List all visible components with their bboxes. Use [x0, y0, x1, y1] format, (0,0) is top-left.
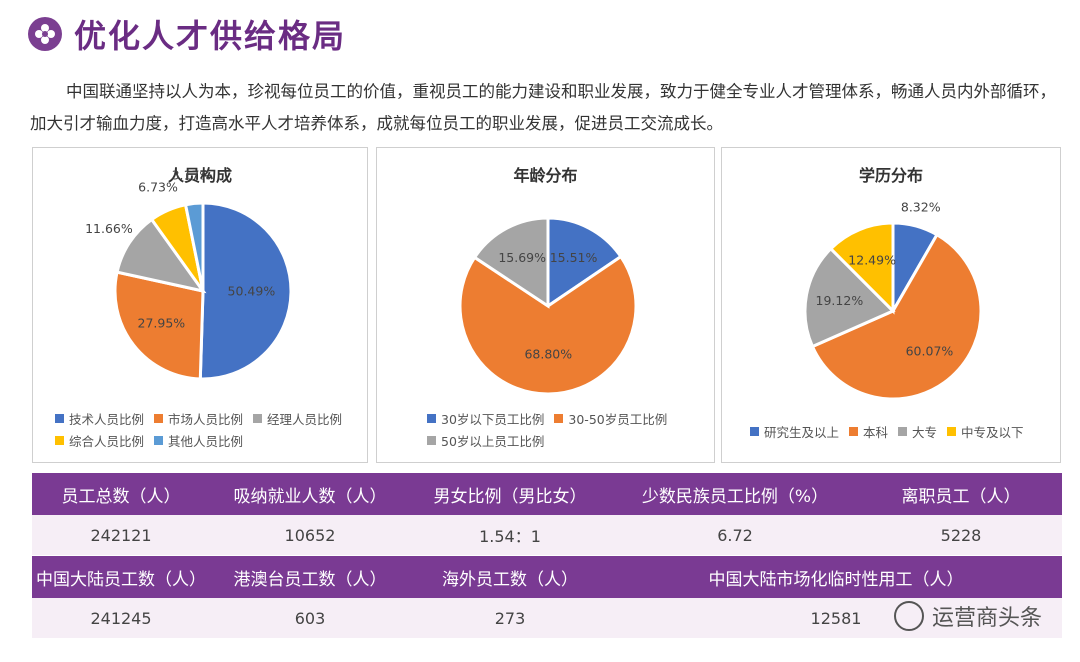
legend-swatch [427, 413, 436, 423]
data-label: 11.66% [85, 221, 133, 236]
table-header-cell: 海外员工数（人） [442, 569, 578, 590]
data-label: 50.49% [228, 284, 276, 299]
watermark-text: 运营商头条 [931, 606, 1042, 631]
legend-swatch [554, 413, 564, 423]
table-header-cell: 港澳台员工数（人） [233, 569, 387, 590]
legend-swatch [154, 435, 164, 445]
legend-label: 本科 [863, 424, 889, 440]
data-label: 27.95% [138, 315, 186, 330]
pie-slice [183, 201, 205, 292]
legend-label: 技术人员比例 [69, 411, 145, 427]
chart-panel-education: 学历分布 8.32% 60.07% 19.12% 12.49% 研究生及以上 本科 大专 中… [721, 147, 1061, 463]
data-label: 15.69% [498, 250, 546, 265]
table-cell: 242121 [90, 525, 152, 545]
pie-slice [828, 221, 895, 315]
chart-legend: 30岁以下员工比例 30-50岁员工比例 50岁以上员工比例 [427, 407, 717, 451]
legend-label: 研究生及以上 [764, 424, 840, 440]
legend-item: 研究生及以上 [750, 420, 839, 442]
legend-swatch [253, 413, 263, 423]
legend-swatch [750, 426, 759, 436]
legend-label: 综合人员比例 [69, 433, 145, 449]
chart-panel-age: 年龄分布 15.51% 68.80% 15.69% 30岁以下员工比例 30-50岁员… [376, 147, 715, 463]
legend-item: 50岁以上员工比例 [427, 429, 544, 451]
data-label: 6.73% [138, 180, 178, 195]
chart-title: 学历分布 [858, 166, 923, 185]
table-header-cell: 吸纳就业人数（人） [233, 486, 387, 507]
table-header-cell: 中国大陆员工数（人） [36, 569, 206, 590]
pie-slice [472, 216, 550, 309]
table-cell: 1.54：1 [479, 527, 541, 546]
legend-item: 技术人员比例 [55, 407, 144, 429]
legend-item: 综合人员比例 [55, 429, 144, 451]
pie-chart-education: 8.32% 60.07% 19.12% 12.49% [803, 199, 983, 401]
legend-swatch [154, 413, 164, 423]
legend-label: 中专及以下 [961, 424, 1024, 440]
table-header-cell: 男女比例（男比女） [433, 486, 587, 507]
table-row: 241245 603 273 12581 [32, 598, 1062, 638]
data-label: 60.07% [906, 344, 954, 359]
legend-swatch [898, 426, 908, 436]
chart-panel-composition: 人员构成 50.49% 27.95% 11.66% 6.73% 3.17% 技术人员比例… [32, 147, 368, 463]
legend-swatch [427, 435, 436, 445]
table-cell: 10652 [284, 525, 336, 545]
legend-item: 经理人员比例 [253, 407, 342, 429]
table-header-row: 员工总数（人） 吸纳就业人数（人） 男女比例（男比女） 少数民族员工比例（%） … [32, 473, 1062, 515]
legend-label: 其他人员比例 [168, 433, 244, 449]
pie-chart-age: 15.51% 68.80% 15.69% [458, 216, 638, 396]
legend-item: 大专 [898, 420, 937, 442]
legend-item: 30-50岁员工比例 [554, 407, 667, 429]
table-header-row: 中国大陆员工数（人） 港澳台员工数（人） 海外员工数（人） 中国大陆市场化临时性… [32, 556, 1062, 598]
data-label: 15.51% [550, 250, 598, 265]
legend-label: 经理人员比例 [267, 411, 343, 427]
table-header-cell: 中国大陆市场化临时性用工（人） [708, 569, 964, 590]
table-cell: 5228 [940, 525, 982, 545]
table-header-cell: 少数民族员工比例（%） [641, 486, 829, 507]
chart-title: 年龄分布 [513, 166, 578, 185]
legend-item: 本科 [849, 420, 888, 442]
pie-slice [458, 254, 638, 396]
legend-swatch [55, 413, 64, 423]
table-cell: 603 [294, 608, 326, 628]
data-label: 68.80% [524, 346, 572, 361]
page-title: 优化人才供给格局 [74, 17, 347, 55]
section-header: 优化人才供给格局 [28, 12, 346, 56]
data-label: 3.17% [172, 167, 212, 182]
pie-slice [198, 201, 293, 381]
data-label: 19.12% [816, 293, 864, 308]
table-cell: 6.72 [717, 525, 753, 545]
legend-swatch [849, 426, 859, 436]
table-cell: 241245 [90, 608, 152, 628]
chart-title: 人员构成 [167, 166, 232, 185]
table-cell: 273 [494, 608, 526, 628]
data-label: 8.32% [901, 199, 941, 214]
legend-swatch [55, 435, 64, 445]
pie-slice [546, 216, 623, 309]
pie-slice [810, 232, 983, 401]
intro-paragraph: 中国联通坚持以人为本，珍视每位员工的价值，重视员工的能力建设和职业发展，致力于健… [30, 82, 1056, 133]
pie-slice [113, 270, 205, 381]
legend-label: 30岁以下员工比例 [441, 411, 545, 427]
chart-legend: 技术人员比例 市场人员比例 经理人员比例综合人员比例 其他人员比例 [55, 407, 375, 451]
data-label: 12.49% [848, 253, 896, 268]
legend-label: 大专 [912, 424, 938, 440]
legend-item: 中专及以下 [947, 420, 1024, 442]
table-cell: 12581 [810, 608, 862, 628]
legend-item: 其他人员比例 [154, 429, 243, 451]
legend-label: 市场人员比例 [168, 411, 244, 427]
legend-item: 30岁以下员工比例 [427, 407, 544, 429]
pie-chart-composition: 50.49% 27.95% 11.66% 6.73%3.17% [85, 167, 293, 381]
watermark: 运营商头条 [893, 600, 1042, 632]
table-row: 242121 10652 1.54：1 6.72 5228 [32, 515, 1062, 555]
legend-label: 30-50岁员工比例 [568, 411, 668, 427]
pie-slice [803, 246, 896, 349]
table-header-cell: 员工总数（人） [61, 486, 181, 507]
table-header-cell: 离职员工（人） [901, 486, 1021, 507]
legend-label: 50岁以上员工比例 [441, 433, 545, 449]
wechat-icon [893, 601, 924, 631]
flower-icon [28, 17, 62, 51]
legend-swatch [947, 426, 957, 436]
chart-legend: 研究生及以上 本科 大专 中专及以下 [750, 420, 1070, 442]
legend-item: 市场人员比例 [154, 407, 243, 429]
